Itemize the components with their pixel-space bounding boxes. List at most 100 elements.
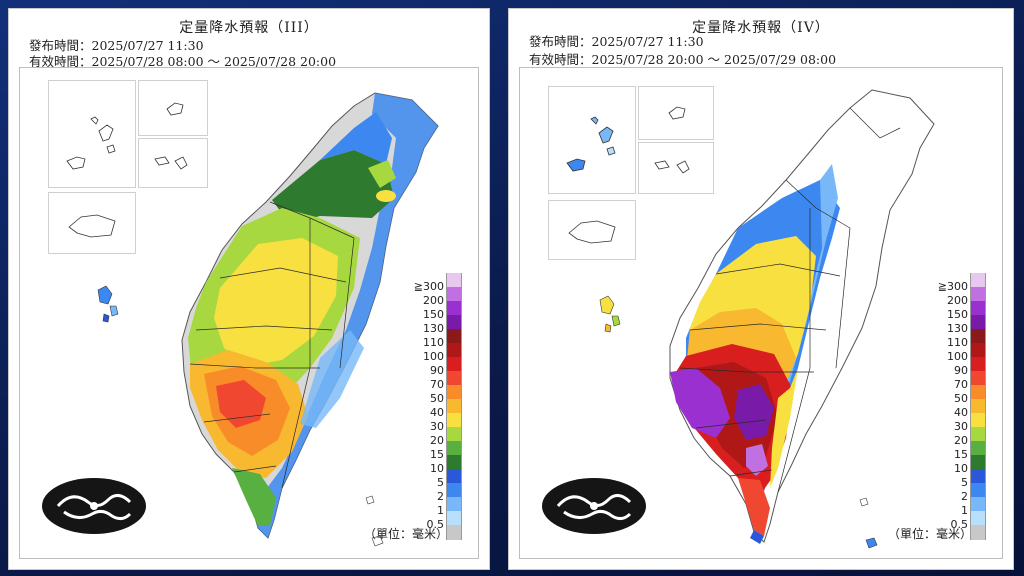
legend-swatch <box>970 413 986 428</box>
legend-label: 2 <box>437 490 444 503</box>
legend-swatch <box>970 455 986 470</box>
legend-swatch <box>446 343 462 358</box>
qpf-panel-iv: 定量降水預報（IV） 發布時間：2025/07/27 11:30 有效時間：20… <box>508 8 1014 570</box>
legend-label: 90 <box>954 364 968 377</box>
legend-swatch <box>970 287 986 302</box>
inset-matsu <box>48 80 136 188</box>
legend-label: 30 <box>430 420 444 433</box>
legend-label: 130 <box>423 322 444 335</box>
legend-row: 90 <box>406 357 466 377</box>
legend-swatch <box>446 371 462 386</box>
inset-kinmen-small <box>138 138 208 188</box>
legend-swatch <box>970 441 986 456</box>
valid-time: 有效時間：2025/07/28 20:00 ～ 2025/07/29 08:00 <box>529 52 837 67</box>
legend-label: 15 <box>954 448 968 461</box>
inset-kinmen <box>548 200 636 260</box>
legend-swatch <box>446 497 462 512</box>
inset-wuqiu <box>138 80 208 136</box>
legend-row: 1 <box>406 497 466 517</box>
issued-time: 發布時間：2025/07/27 11:30 <box>529 34 704 49</box>
legend-label: 200 <box>947 294 968 307</box>
legend-row: 100 <box>930 343 990 363</box>
legend-swatch <box>446 315 462 330</box>
legend-swatch <box>970 525 986 540</box>
legend-row: 200 <box>406 287 466 307</box>
unit-label: （單位：毫米） <box>887 527 972 541</box>
panel-title: 定量降水預報（IV） <box>692 20 830 36</box>
legend-swatch <box>970 427 986 442</box>
wuqiu-island <box>166 102 184 116</box>
legend-label: 30 <box>954 420 968 433</box>
legend-label: 2 <box>961 490 968 503</box>
legend-label: 5 <box>437 476 444 489</box>
lieyu-islands <box>654 160 690 174</box>
legend-row: 15 <box>930 441 990 461</box>
legend-row: 200 <box>930 287 990 307</box>
legend-label: 40 <box>430 406 444 419</box>
legend-row: 30 <box>930 413 990 433</box>
legend-row: 2 <box>930 483 990 503</box>
legend-row: 15 <box>406 441 466 461</box>
legend-swatch <box>446 301 462 316</box>
legend-label: 0.5 <box>950 518 969 531</box>
legend-label: 0.5 <box>426 518 445 531</box>
panel-title: 定量降水預報（III） <box>179 20 319 36</box>
legend-label: 110 <box>947 336 968 349</box>
legend-row: 90 <box>930 357 990 377</box>
legend-swatch <box>970 385 986 400</box>
legend-swatch <box>970 511 986 526</box>
legend-swatch <box>970 301 986 316</box>
legend-label: 20 <box>954 434 968 447</box>
inset-wuqiu <box>638 86 714 140</box>
legend-swatch <box>446 399 462 414</box>
unit-label: （單位：毫米） <box>363 527 448 541</box>
legend-label: 150 <box>947 308 968 321</box>
county-lines <box>189 201 355 489</box>
legend-label: 50 <box>430 392 444 405</box>
legend-row: 150 <box>930 301 990 321</box>
legend-row: 130 <box>406 315 466 335</box>
legend-label: 5 <box>961 476 968 489</box>
legend-swatch <box>446 441 462 456</box>
legend-row <box>406 525 466 540</box>
kinmen-island <box>68 214 116 238</box>
inset-matsu <box>548 86 636 194</box>
legend-row: 100 <box>406 343 466 363</box>
legend-label: 130 <box>947 322 968 335</box>
taiwan-rainfall-map-iii <box>97 92 439 547</box>
legend-row: 110 <box>930 329 990 349</box>
legend-label: 200 <box>423 294 444 307</box>
legend-swatch <box>970 329 986 344</box>
lieyu-islands <box>154 156 188 170</box>
legend-row: 50 <box>406 385 466 405</box>
legend-label: ≧300 <box>937 280 968 293</box>
legend-label: 70 <box>954 378 968 391</box>
legend-swatch <box>970 483 986 498</box>
legend-label: 70 <box>430 378 444 391</box>
legend-row: 0.5 <box>406 511 466 531</box>
cwa-logo <box>540 476 648 536</box>
legend-label: 1 <box>961 504 968 517</box>
legend-row: 40 <box>406 399 466 419</box>
legend-label: 10 <box>954 462 968 475</box>
legend-swatch <box>970 315 986 330</box>
legend-row: ≧300 <box>406 273 466 293</box>
legend-label: 10 <box>430 462 444 475</box>
legend-label: 20 <box>430 434 444 447</box>
legend-swatch <box>970 469 986 484</box>
legend-label: 50 <box>954 392 968 405</box>
legend-row: 110 <box>406 329 466 349</box>
legend-label: 15 <box>430 448 444 461</box>
legend-swatch <box>446 413 462 428</box>
legend-row: 2 <box>406 483 466 503</box>
legend-swatch <box>446 469 462 484</box>
legend-row: 30 <box>406 413 466 433</box>
map-frame: ≧300 200 150 130 110 100 90 70 50 40 30 20 15 10 5 2 1 0.… <box>19 67 479 559</box>
legend-row: 5 <box>406 469 466 489</box>
legend-row: 1 <box>930 497 990 517</box>
legend-swatch <box>446 511 462 526</box>
legend-row: 130 <box>930 315 990 335</box>
legend-row: 70 <box>930 371 990 391</box>
legend-row: 50 <box>930 385 990 405</box>
rainfall-legend: ≧300 200 150 130 110 100 90 70 50 40 30 20 15 10 5 2 1 0.… <box>406 273 466 545</box>
